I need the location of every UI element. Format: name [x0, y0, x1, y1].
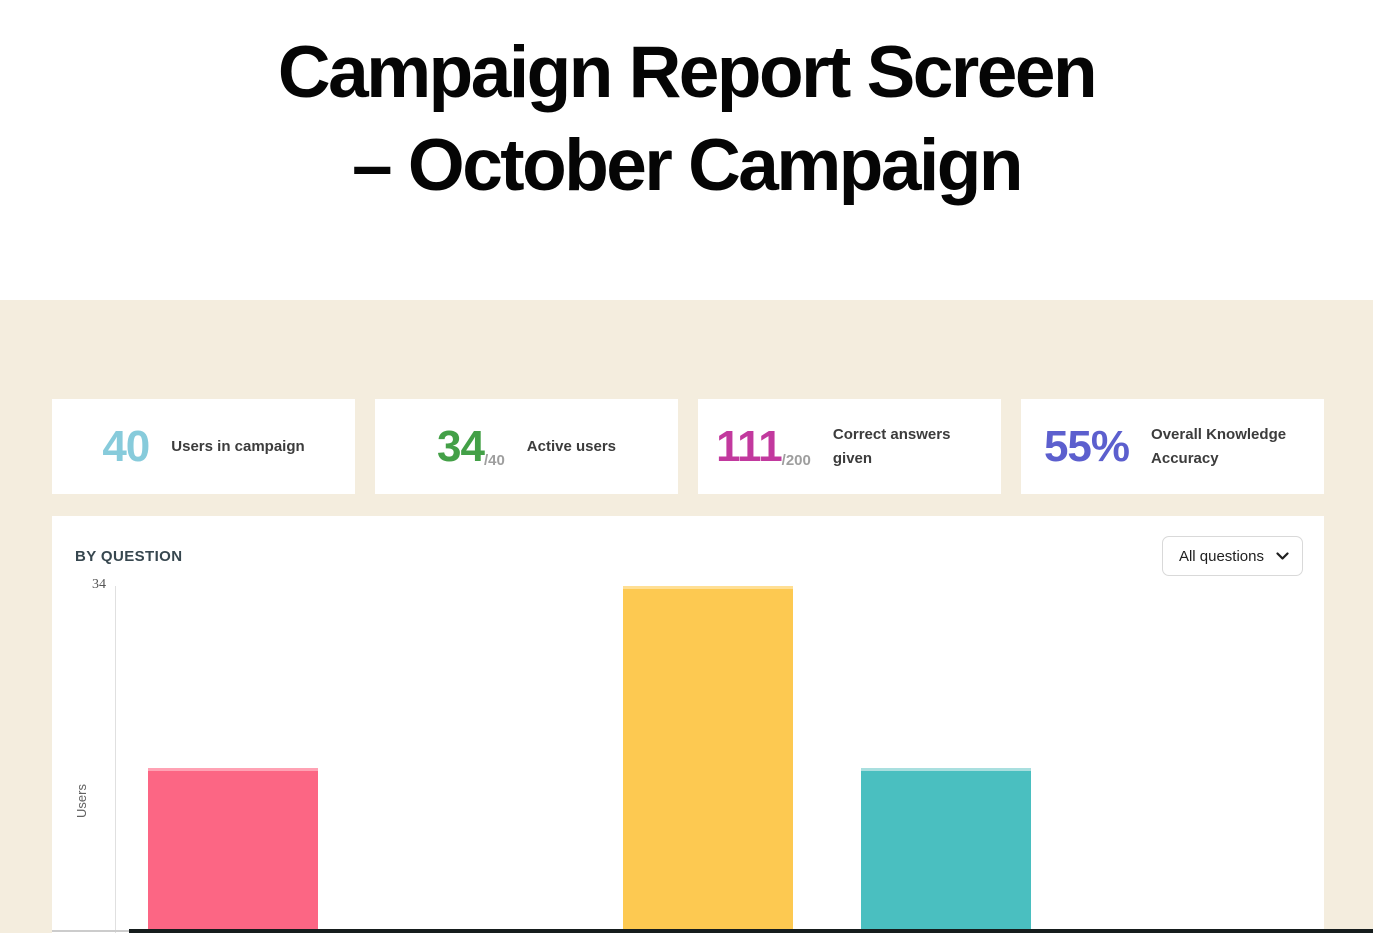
stat-card-active-users: 34 /40 Active users — [375, 399, 678, 494]
y-axis-tick-34: 34 — [92, 577, 106, 592]
bottom-dark-divider — [129, 929, 1373, 933]
stat-value: 40 — [102, 421, 150, 471]
chart-baseline-left-segment — [52, 930, 129, 932]
page-title: Campaign Report Screen – October Campaig… — [0, 27, 1373, 212]
page-header: Campaign Report Screen – October Campaig… — [0, 0, 1373, 300]
stat-label: Overall Knowledge Accuracy — [1151, 426, 1287, 467]
stat-value-wrap: 34 /40 — [437, 422, 505, 472]
report-section: 40 Users in campaign 34 /40 Active users… — [0, 300, 1373, 933]
y-axis-label: Users — [74, 784, 89, 818]
stat-card-users-in-campaign: 40 Users in campaign — [52, 399, 355, 494]
stat-value-wrap: 55% — [1043, 421, 1130, 472]
questions-filter-dropdown[interactable]: All questions — [1161, 536, 1303, 576]
stat-label: Correct answers given — [832, 426, 951, 467]
stat-value: 55% — [1043, 421, 1130, 471]
stat-label: Active users — [526, 437, 617, 455]
stat-value-wrap: 40 — [102, 421, 150, 472]
page-title-line2: – October Campaign — [352, 124, 1023, 206]
bar-plot — [116, 586, 1321, 930]
stats-row: 40 Users in campaign 34 /40 Active users… — [52, 399, 1324, 494]
page-title-line1: Campaign Report Screen — [277, 32, 1098, 113]
stat-label: Users in campaign — [171, 437, 305, 455]
chevron-down-icon — [1276, 551, 1289, 561]
bar-question-4[interactable] — [860, 768, 1031, 930]
bar-question-1[interactable] — [148, 768, 318, 930]
stat-card-correct-answers: 111 /200 Correct answers given — [698, 399, 1001, 494]
stat-card-knowledge-accuracy: 55% Overall Knowledge Accuracy — [1021, 399, 1324, 494]
y-axis-line — [115, 586, 116, 933]
stat-value: 34 — [436, 421, 485, 471]
stat-value-wrap: 111 /200 — [716, 422, 811, 472]
stat-denominator: /200 — [781, 451, 811, 469]
questions-filter-selected-value: All questions — [1178, 547, 1264, 565]
by-question-panel: BY QUESTION All questions 34 Users — [52, 516, 1324, 933]
bar-question-3[interactable] — [623, 586, 793, 930]
stat-denominator: /40 — [483, 451, 505, 469]
by-question-title: BY QUESTION — [75, 548, 183, 565]
stat-value: 111 — [716, 421, 783, 471]
